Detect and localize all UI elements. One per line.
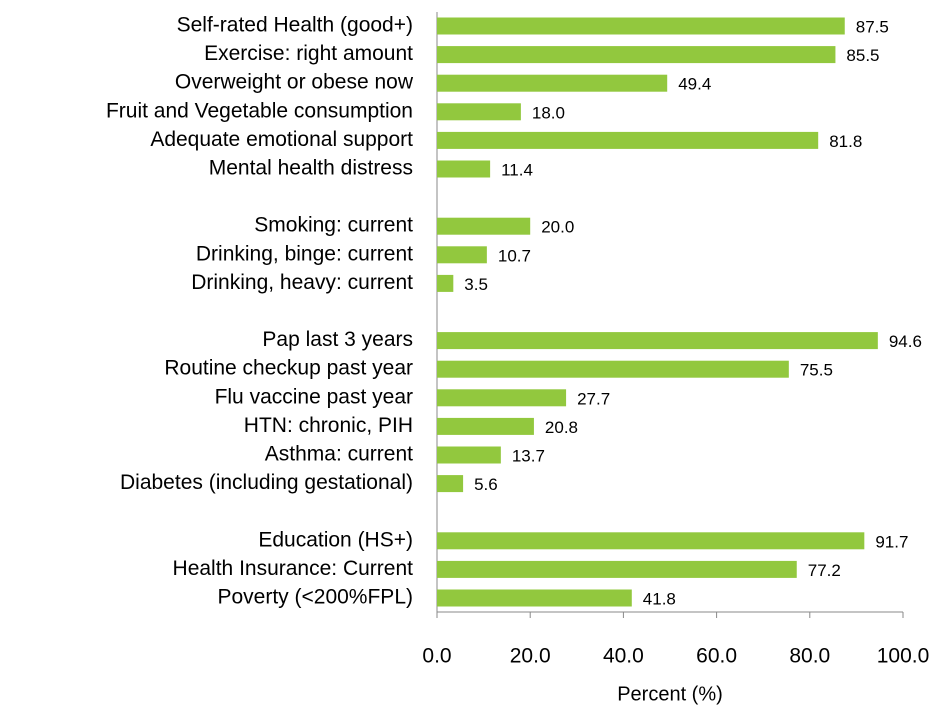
y-tick-label: HTN: chronic, PIH [244,414,413,437]
bar [437,332,878,350]
value-label: 75.5 [800,361,833,380]
value-label: 87.5 [856,17,889,36]
bar [437,217,531,235]
y-tick-label: Drinking, heavy: current [191,271,413,294]
y-tick-label: Routine checkup past year [164,357,413,380]
bar [437,274,454,292]
y-tick-label: Fruit and Vegetable consumption [106,99,413,122]
y-tick-label: Asthma: current [265,443,413,466]
value-label: 85.5 [846,46,879,65]
x-tick-label: 20.0 [510,645,551,668]
bar [437,246,487,264]
x-tick-label: 100.0 [877,645,930,668]
bar [437,389,567,407]
value-label: 20.8 [545,418,578,437]
x-tick-label: 40.0 [603,645,644,668]
y-tick-label: Education (HS+) [258,528,413,551]
value-label: 11.4 [501,160,533,179]
value-label: 77.2 [808,561,841,580]
bar [437,17,845,35]
value-label: 91.7 [875,532,908,551]
value-label: 20.0 [541,218,574,237]
y-tick-label: Overweight or obese now [175,71,414,94]
bar [437,446,501,464]
bar [437,131,819,149]
bar [437,475,464,493]
value-label: 13.7 [512,446,545,465]
y-tick-label: Flu vaccine past year [215,385,413,408]
bar [437,532,865,550]
bar [437,560,797,578]
y-tick-label: Diabetes (including gestational) [120,471,413,494]
value-label: 49.4 [678,75,711,94]
value-label: 3.5 [464,275,488,294]
y-tick-label: Health Insurance: Current [173,557,414,580]
y-tick-label: Self-rated Health (good+) [177,14,413,37]
y-tick-label: Drinking, binge: current [196,242,413,265]
x-axis-title: Percent (%) [617,683,723,705]
x-tick-label: 80.0 [789,645,830,668]
value-label: 18.0 [532,103,565,122]
bar [437,103,521,121]
y-tick-label: Mental health distress [209,157,413,180]
y-tick-label: Pap last 3 years [262,328,413,351]
y-tick-label: Exercise: right amount [204,42,413,65]
bar [437,589,632,607]
bar [437,46,836,64]
value-label: 5.6 [474,475,498,494]
y-tick-label: Poverty (<200%FPL) [217,586,413,609]
value-label: 10.7 [498,246,531,265]
bar [437,360,789,378]
x-tick-label: 0.0 [422,645,451,668]
bar [437,160,491,178]
y-tick-label: Smoking: current [254,214,413,237]
value-label: 27.7 [577,389,610,408]
bar [437,417,534,435]
y-tick-label: Adequate emotional support [150,128,413,151]
x-tick-label: 60.0 [696,645,737,668]
bar [437,74,668,92]
value-label: 41.8 [643,589,676,608]
value-label: 94.6 [889,332,922,351]
value-label: 81.8 [829,132,862,151]
